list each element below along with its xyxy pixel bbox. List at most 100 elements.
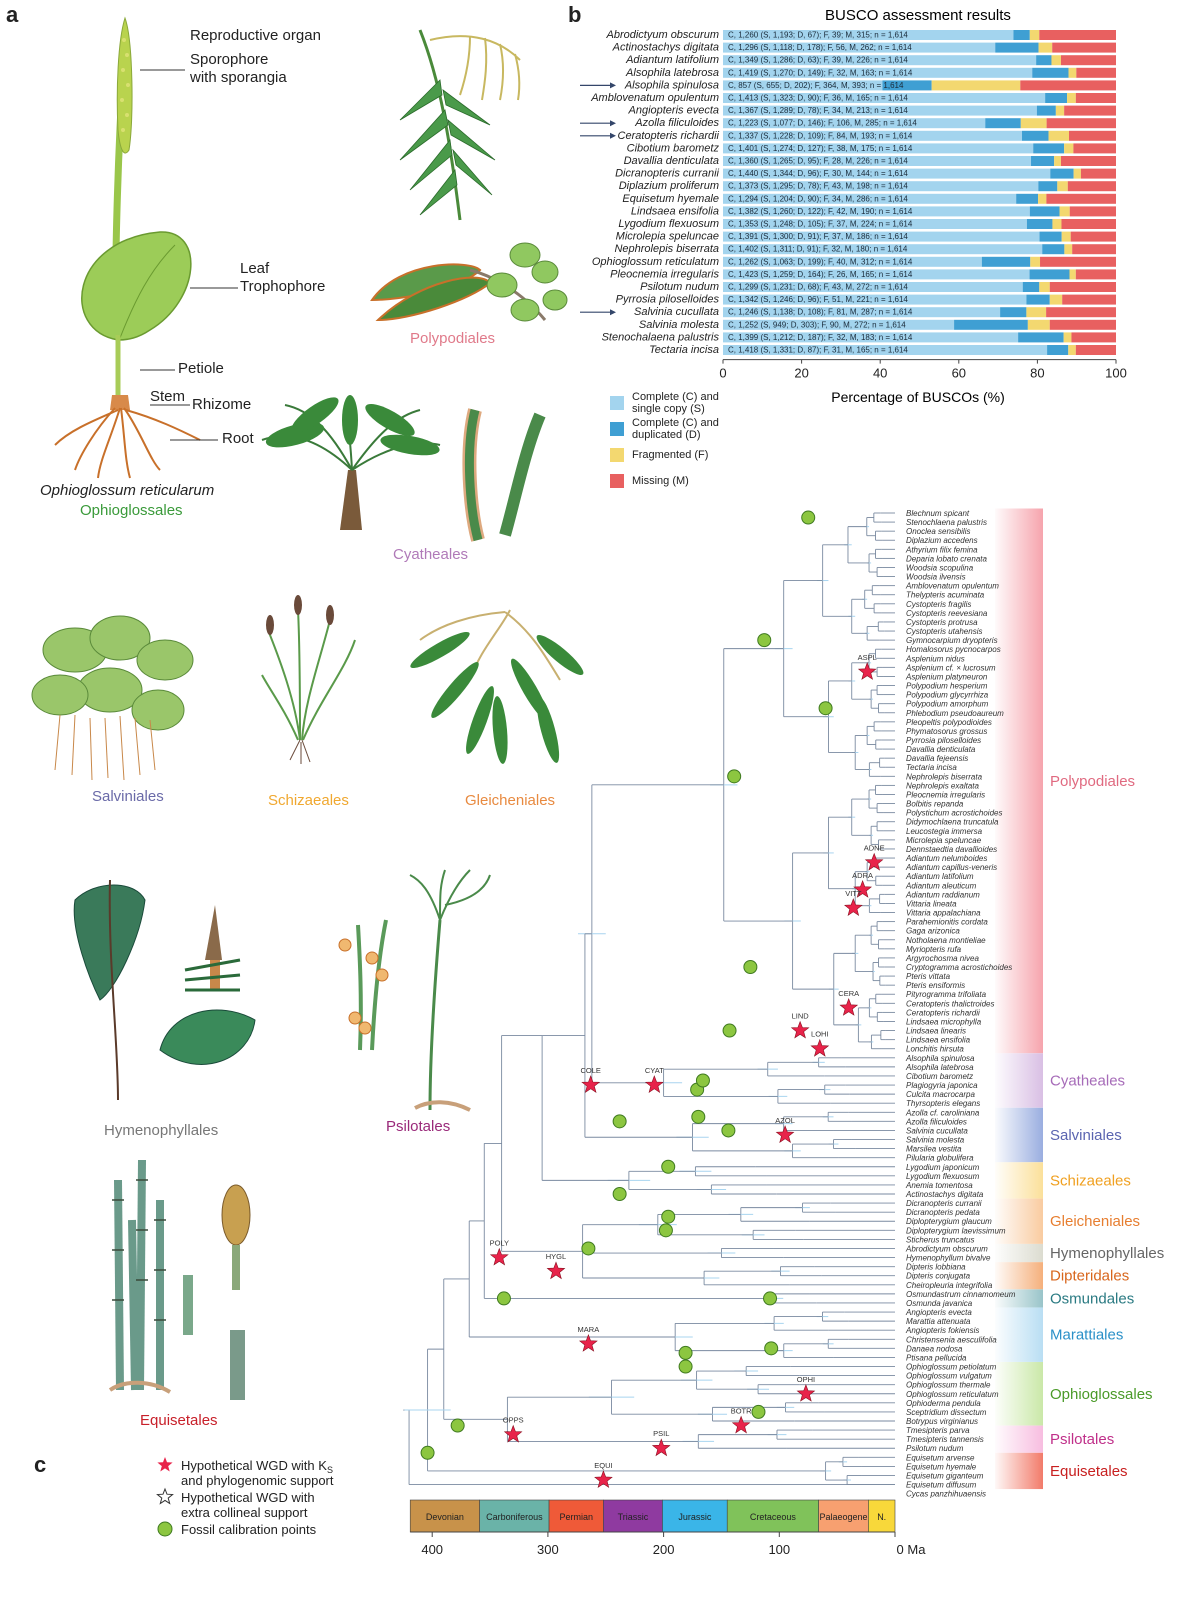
legend-line-1: Hypothetical WGD with bbox=[181, 1490, 315, 1505]
bar-segment-D bbox=[1032, 67, 1069, 78]
taxon-label: Argyrochosma nivea bbox=[905, 954, 979, 963]
wgd-azol: AZOL bbox=[775, 1116, 795, 1143]
period-label: Permian bbox=[559, 1512, 593, 1522]
time-tick-label: 200 bbox=[653, 1542, 675, 1557]
bar-segment-D bbox=[1039, 231, 1062, 242]
species-label: Angiopteris evecta bbox=[628, 105, 720, 117]
clade-dipteridales: Dipteridales bbox=[995, 1262, 1129, 1290]
taxon-label: Lindsaea linearis bbox=[906, 1027, 966, 1036]
bar-label: C, 1,252 (S, 949; D, 303); F, 90, M, 272… bbox=[728, 320, 906, 329]
bar-segment-F bbox=[1067, 93, 1076, 103]
bar-segment-D bbox=[1013, 30, 1030, 40]
hymenophyllales-illustration bbox=[73, 879, 256, 1101]
legend-swatch bbox=[610, 422, 624, 436]
taxon-label: Woodsia ilvensis bbox=[906, 573, 966, 582]
taxon-label: Dipteris lobbiana bbox=[906, 1263, 966, 1272]
fossil-point bbox=[763, 1291, 778, 1306]
bar-segment-S bbox=[723, 168, 1051, 179]
fossil-point bbox=[450, 1418, 465, 1433]
bar-label: C, 1,367 (S, 1,289; D, 78); F, 34, M, 21… bbox=[728, 106, 908, 115]
legend-text-main: Hypothetical WGD with bbox=[181, 1490, 315, 1505]
taxon-label: Ophioglossum thermale bbox=[906, 1381, 991, 1390]
bar-segment-S bbox=[723, 105, 1037, 116]
x-axis-label: Percentage of BUSCOs (%) bbox=[831, 389, 1005, 405]
wgd-label: LIND bbox=[792, 1012, 810, 1021]
wgd-label: COLE bbox=[580, 1066, 600, 1075]
bar-segment-S bbox=[723, 219, 1027, 229]
bar-segment-D bbox=[1045, 93, 1068, 103]
tick-label: 20 bbox=[794, 366, 808, 381]
taxon-label: Azolla cf. caroliniana bbox=[905, 1108, 980, 1117]
bar-segment-S bbox=[723, 55, 1037, 66]
species-label: Cibotium barometz bbox=[627, 142, 720, 154]
taxon-label: Marattia attenuata bbox=[906, 1317, 971, 1326]
wgd-label: CYAT bbox=[645, 1066, 664, 1075]
equisetales-illustration bbox=[108, 1159, 251, 1400]
busco-row: Adiantum latifolium C, 1,349 (S, 1,286; D… bbox=[625, 54, 1116, 66]
wgd-label: EQUI bbox=[594, 1461, 612, 1470]
order-schizaeales: Schizaeales bbox=[268, 792, 349, 809]
bar-segment-M bbox=[1061, 219, 1116, 229]
species-label: Actinostachys digitata bbox=[612, 42, 719, 54]
wgd-label: POLY bbox=[490, 1239, 509, 1248]
fossil-point bbox=[612, 1114, 627, 1129]
bar-segment-M bbox=[1072, 244, 1116, 255]
taxon-label: Ceratopteris thalictroides bbox=[906, 999, 994, 1008]
bar-segment-S bbox=[723, 256, 982, 267]
taxon-label: Cystopteris reevesiana bbox=[906, 609, 988, 618]
wgd-star bbox=[731, 1415, 751, 1434]
taxon-label: Diplazium accedens bbox=[906, 536, 978, 545]
bar-segment-M bbox=[1071, 332, 1116, 343]
clade-label: Cyatheales bbox=[1050, 1073, 1125, 1090]
phylogeny-panel: Polypodiales Cyatheales Salviniales Schizae… bbox=[156, 508, 1164, 1557]
bar-label: C, 1,262 (S, 1,063; D, 199); F, 40, M, 3… bbox=[728, 257, 913, 266]
taxon-label: Tectaria incisa bbox=[906, 763, 957, 772]
taxon-label: Nephrolepis biserrata bbox=[906, 772, 983, 781]
bar-segment-D bbox=[1047, 345, 1069, 355]
taxon-label: Pleopeltis polypodioides bbox=[906, 718, 992, 727]
bar-label: C, 1,401 (S, 1,274; D, 127); F, 38, M, 1… bbox=[728, 144, 913, 153]
species-label: Psilotum nudum bbox=[640, 281, 719, 293]
legend-swatch bbox=[610, 396, 624, 410]
bar-label: C, 1,373 (S, 1,295; D, 78); F, 43, M, 19… bbox=[728, 182, 908, 191]
species-label: Adiantum latifolium bbox=[625, 54, 719, 66]
bar-segment-M bbox=[1060, 156, 1116, 166]
busco-row: Tectaria incisa C, 1,418 (S, 1,331; D, 87… bbox=[649, 344, 1116, 356]
taxon-label: Bolbitis repanda bbox=[906, 800, 964, 809]
fossil-point bbox=[818, 701, 833, 716]
anno-trophophore: Trophophore bbox=[240, 278, 326, 295]
taxon-label: Lygodium flexuosum bbox=[906, 1172, 980, 1181]
clade-label: Schizaeales bbox=[1050, 1172, 1131, 1189]
bar-segment-M bbox=[1049, 319, 1116, 330]
species-label: Ceratopteris richardii bbox=[618, 130, 720, 142]
legend-red-star-icon bbox=[157, 1457, 173, 1472]
fossil-point bbox=[751, 1404, 766, 1419]
anno-sporophore: Sporophore bbox=[190, 51, 269, 68]
order-psilotales: Psilotales bbox=[386, 1118, 451, 1135]
chart-title: BUSCO assessment results bbox=[825, 7, 1011, 24]
legend-fossil-icon bbox=[157, 1521, 173, 1537]
taxon-label: Equisetum arvense bbox=[906, 1453, 975, 1462]
period-label: Carboniferous bbox=[486, 1512, 543, 1522]
bar-label: C, 1,402 (S, 1,311; D, 91); F, 32, M, 18… bbox=[728, 245, 908, 254]
clade-salviniales: Salviniales bbox=[995, 1107, 1122, 1163]
wgd-ophi: OPHI bbox=[796, 1375, 816, 1402]
clade-bars: Polypodiales Cyatheales Salviniales Schizae… bbox=[995, 508, 1164, 1490]
panel-letter-a: a bbox=[6, 2, 19, 27]
species-label: Nephrolepis biserrata bbox=[614, 243, 719, 255]
bar-segment-D bbox=[1029, 206, 1060, 217]
bar-segment-D bbox=[1016, 193, 1039, 204]
species-label: Azolla filiculoides bbox=[634, 117, 719, 129]
taxon-label: Nephrolepis exaltata bbox=[906, 781, 979, 790]
salviniales-illustration bbox=[31, 615, 194, 781]
busco-rows: Abrodictyum obscurum C, 1,260 (S, 1,193; … bbox=[580, 29, 1116, 356]
species-label: Microlepia speluncae bbox=[616, 231, 719, 243]
arrow-marker bbox=[580, 132, 616, 139]
period-label: Jurassic bbox=[678, 1512, 712, 1522]
psilotales-illustration bbox=[338, 869, 491, 1112]
wgd-label: MARA bbox=[578, 1325, 600, 1334]
bar-label: C, 1,246 (S, 1,138; D, 108); F, 81, M, 2… bbox=[728, 308, 913, 317]
